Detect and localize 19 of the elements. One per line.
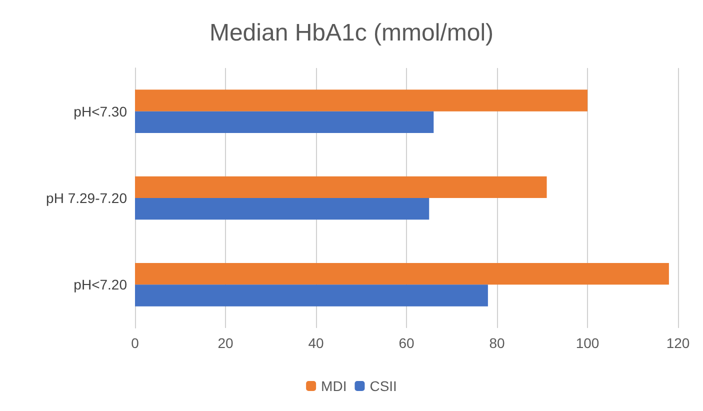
bar xyxy=(135,90,588,112)
x-tick-label: 0 xyxy=(131,335,140,351)
x-tick-label: 80 xyxy=(489,335,505,351)
x-tick-label: 20 xyxy=(218,335,234,351)
y-tick-label: pH 7.29-7.20 xyxy=(46,190,128,206)
legend-label: MDI xyxy=(321,378,347,394)
bar xyxy=(135,198,430,220)
x-tick-label: 100 xyxy=(576,335,600,351)
legend-label: CSII xyxy=(370,378,397,394)
y-tick-label: pH<7.30 xyxy=(74,103,128,120)
bar xyxy=(135,284,488,306)
x-tick-label: 60 xyxy=(398,335,414,351)
chart-title: Median HbA1c (mmol/mol) xyxy=(209,20,494,46)
bar xyxy=(135,176,547,198)
bar xyxy=(135,263,669,285)
x-tick-label: 120 xyxy=(666,335,690,351)
y-tick-label: pH<7.20 xyxy=(74,276,128,293)
bar xyxy=(135,111,434,133)
x-tick-label: 40 xyxy=(308,335,324,351)
